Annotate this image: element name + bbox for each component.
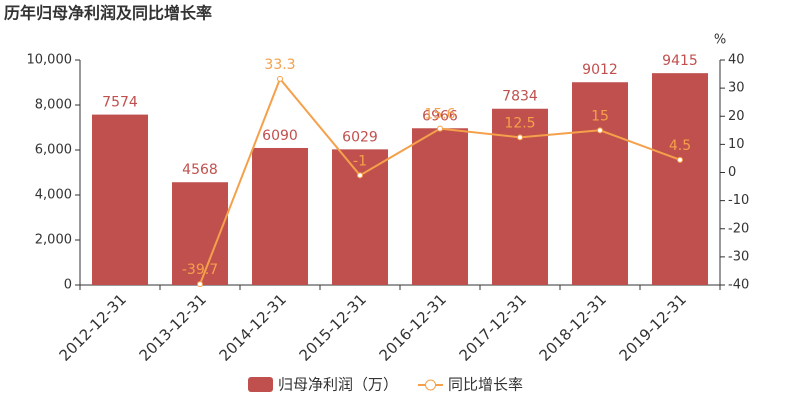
bar-value-label: 6029 — [342, 129, 378, 145]
y2-tick-label: 30 — [728, 81, 745, 96]
line-point — [517, 134, 523, 141]
bar-value-label: 9012 — [582, 62, 618, 78]
bar — [412, 128, 468, 285]
line-value-label: 33.3 — [264, 57, 295, 73]
bar — [652, 73, 708, 285]
line-value-label: 15 — [591, 108, 609, 124]
bar-value-label: 6966 — [422, 108, 458, 124]
line-point — [197, 281, 203, 288]
line-value-label: 4.5 — [669, 138, 691, 154]
x-tick-label: 2018-12-31 — [536, 290, 610, 364]
x-tick-label: 2016-12-31 — [376, 290, 450, 364]
x-tick-label: 2017-12-31 — [456, 290, 530, 364]
legend-swatch — [248, 377, 273, 392]
bar-value-label: 9415 — [662, 53, 698, 69]
y2-tick-label: -20 — [728, 221, 749, 236]
line-point — [597, 127, 603, 134]
bar — [572, 82, 628, 285]
bar-value-label: 4568 — [182, 162, 218, 178]
y-tick-label: 4,000 — [35, 188, 72, 203]
y2-tick-label: 40 — [728, 53, 745, 68]
y2-axis-unit: % — [714, 33, 726, 48]
y2-tick-label: -40 — [728, 278, 749, 293]
legend-label: 同比增长率 — [448, 376, 523, 394]
y-tick-label: 0 — [64, 278, 72, 293]
line-value-label: -1 — [353, 153, 367, 169]
bar-value-label: 7834 — [502, 89, 538, 105]
x-tick-label: 2013-12-31 — [136, 290, 210, 364]
y2-tick-label: 0 — [728, 165, 736, 180]
line-point — [677, 156, 683, 163]
bar-value-label: 7574 — [102, 95, 138, 111]
x-tick-label: 2019-12-31 — [616, 290, 690, 364]
y2-tick-label: 10 — [728, 137, 745, 152]
line-value-label: 12.5 — [504, 115, 535, 131]
bar — [252, 147, 308, 285]
y-tick-label: 8,000 — [35, 98, 72, 113]
legend-label: 归母净利润（万） — [278, 376, 398, 394]
legend-swatch — [425, 379, 437, 391]
line-value-label: 15.6 — [424, 107, 455, 123]
line-point — [437, 125, 443, 132]
y-tick-label: 2,000 — [35, 233, 72, 248]
chart-title: 历年归母净利润及同比增长率 — [4, 4, 212, 23]
y2-tick-label: -10 — [728, 193, 749, 208]
y2-tick-label: -30 — [728, 249, 749, 264]
y2-tick-label: 20 — [728, 109, 745, 124]
y-tick-label: 10,000 — [27, 53, 73, 68]
x-tick-label: 2015-12-31 — [296, 290, 370, 364]
line-point — [277, 75, 283, 82]
line-point — [357, 172, 363, 179]
bar — [332, 149, 388, 285]
bar-value-label: 6090 — [262, 128, 298, 144]
x-tick-label: 2012-12-31 — [56, 290, 130, 364]
y-tick-label: 6,000 — [35, 143, 72, 158]
line-value-label: -39.7 — [182, 262, 218, 278]
x-tick-label: 2014-12-31 — [216, 290, 290, 364]
bar — [92, 114, 148, 286]
